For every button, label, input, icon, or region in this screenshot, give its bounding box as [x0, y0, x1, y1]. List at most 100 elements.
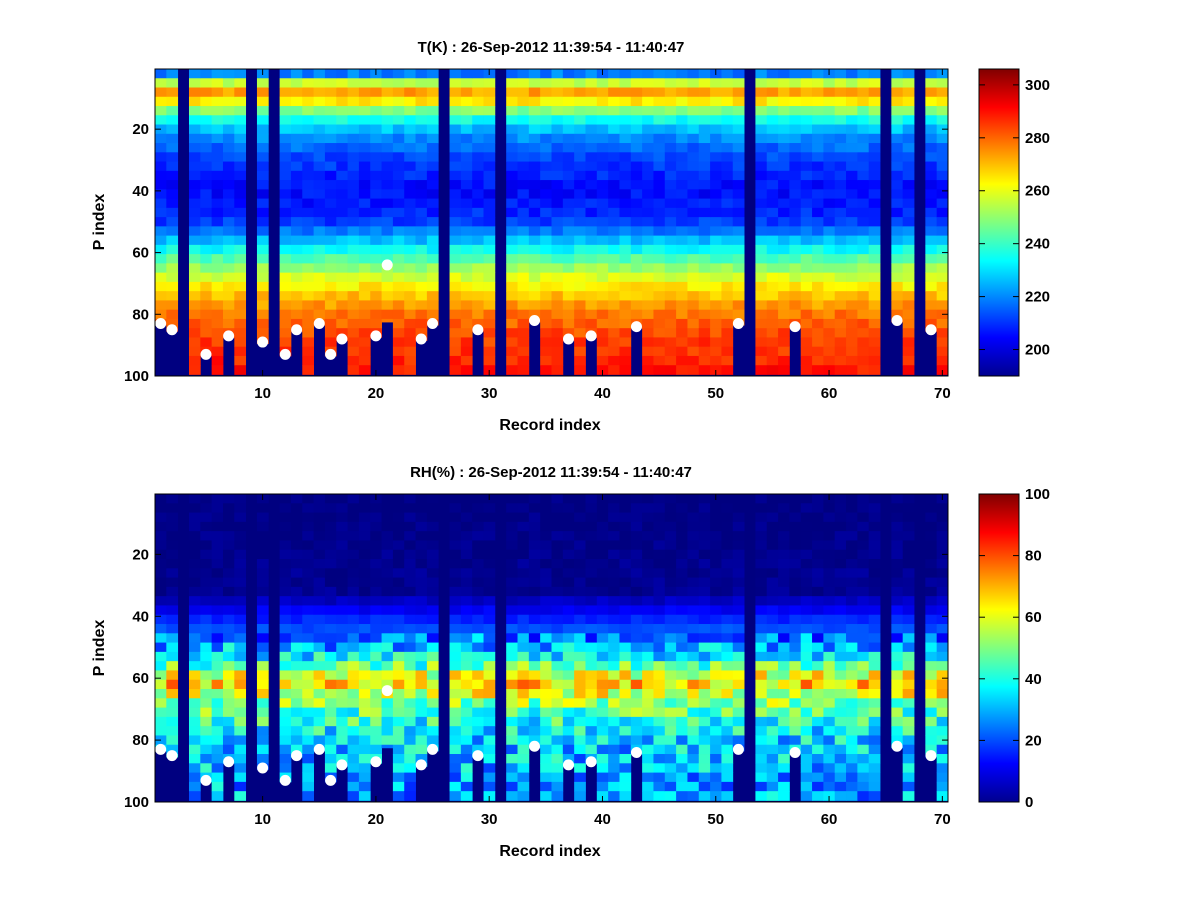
heatmap-cell	[812, 189, 824, 199]
heatmap-cell	[506, 772, 518, 783]
heatmap-cell	[902, 642, 915, 653]
heatmap-cell	[596, 679, 609, 690]
heatmap-cell	[222, 263, 235, 274]
heatmap-cell	[585, 198, 598, 209]
heatmap-cell	[404, 355, 416, 366]
heatmap-cell	[710, 337, 722, 348]
heatmap-cell	[936, 540, 949, 551]
heatmap-cell	[483, 300, 496, 311]
heatmap-cell	[517, 651, 530, 662]
surface-marker	[925, 750, 937, 762]
heatmap-cell	[778, 512, 790, 523]
heatmap-cell	[302, 96, 314, 107]
heatmap-cell	[846, 87, 858, 98]
heatmap-cell	[551, 735, 564, 746]
heatmap-cell	[857, 642, 870, 653]
heatmap-cell	[200, 124, 213, 135]
heatmap-cell	[551, 281, 564, 292]
heatmap-cell	[710, 263, 722, 274]
heatmap-cell	[188, 309, 201, 320]
heatmap-cell	[800, 633, 813, 643]
heatmap-cell	[608, 549, 620, 560]
heatmap-cell	[211, 115, 224, 125]
heatmap-cell	[336, 744, 348, 755]
heatmap-cell	[653, 568, 666, 578]
heatmap-cell	[732, 494, 745, 504]
heatmap-cell	[211, 735, 224, 746]
heatmap-cell	[936, 198, 949, 209]
heatmap-cell	[313, 244, 326, 255]
heatmap-cell	[891, 698, 904, 708]
heatmap-cell	[404, 207, 416, 218]
heatmap-cell	[313, 633, 326, 643]
heatmap-cell	[188, 106, 201, 116]
heatmap-cell	[721, 689, 734, 699]
heatmap-cell	[415, 689, 428, 699]
colorbar-scale	[978, 493, 1020, 803]
heatmap-cell	[166, 161, 179, 172]
heatmap-cell	[336, 540, 348, 551]
heatmap-cell	[562, 707, 575, 718]
heatmap-cell	[687, 689, 700, 699]
heatmap-cell	[460, 272, 473, 283]
heatmap-cell	[460, 115, 473, 125]
heatmap-cell	[585, 87, 598, 98]
heatmap-cell	[778, 115, 790, 125]
heatmap-cell	[630, 521, 643, 532]
heatmap-cell	[279, 568, 292, 578]
surface-marker	[257, 762, 269, 774]
heatmap-cell	[778, 624, 790, 634]
heatmap-cell	[449, 763, 462, 773]
heatmap-cell	[211, 577, 224, 588]
heatmap-cell	[857, 198, 870, 209]
heatmap-cell	[630, 624, 643, 634]
heatmap-cell	[664, 735, 677, 746]
heatmap-cell	[834, 763, 847, 773]
heatmap-cell	[166, 143, 179, 153]
heatmap-cell	[449, 180, 462, 190]
heatmap-cell	[234, 170, 247, 181]
heatmap-cell	[596, 503, 609, 513]
heatmap-cell	[925, 735, 938, 746]
heatmap-cell	[846, 365, 858, 375]
heatmap-cell	[902, 337, 915, 348]
heatmap-cell	[449, 512, 462, 523]
heatmap-cell	[222, 180, 235, 190]
heatmap-cell	[166, 318, 179, 329]
heatmap-cell	[732, 670, 745, 681]
heatmap-cell	[868, 244, 881, 255]
heatmap-cell	[653, 679, 666, 690]
heatmap-cell	[664, 689, 677, 699]
heatmap-cell	[925, 605, 938, 616]
heatmap-cell	[540, 744, 552, 755]
heatmap-cell	[936, 716, 949, 727]
heatmap-cell	[800, 661, 813, 671]
heatmap-cell	[642, 355, 654, 366]
heatmap-cell	[857, 540, 870, 551]
heatmap-cell	[324, 300, 337, 311]
heatmap-cell	[222, 577, 235, 588]
heatmap-cell	[415, 698, 428, 708]
heatmap-cell	[902, 605, 915, 616]
heatmap-cell	[687, 309, 700, 320]
heatmap-cell	[562, 226, 575, 237]
heatmap-cell	[653, 106, 666, 116]
heatmap-cell	[846, 318, 858, 329]
heatmap-cell	[358, 69, 371, 79]
heatmap-cell	[211, 763, 224, 773]
heatmap-cell	[392, 503, 405, 513]
heatmap-cell	[732, 263, 745, 274]
heatmap-cell	[404, 586, 416, 597]
heatmap-cell	[324, 235, 337, 246]
heatmap-cell	[766, 152, 779, 162]
heatmap-cell	[619, 328, 632, 338]
heatmap-cell	[166, 568, 179, 578]
heatmap-cell	[324, 754, 337, 764]
heatmap-cell	[574, 291, 586, 301]
heatmap-cell	[449, 521, 462, 532]
heatmap-cell	[188, 272, 201, 283]
heatmap-cell	[891, 716, 904, 727]
heatmap-cell	[755, 698, 768, 708]
heatmap-cell	[789, 124, 802, 135]
heatmap-cell	[596, 670, 609, 681]
